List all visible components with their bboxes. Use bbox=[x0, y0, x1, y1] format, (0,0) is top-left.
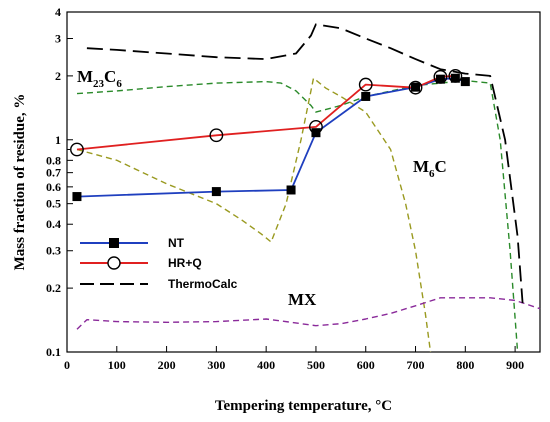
y-tick-label-0-8: 0.8 bbox=[46, 153, 61, 167]
annotation-m6c-mid: C bbox=[435, 157, 447, 176]
x-tick-label-800: 800 bbox=[456, 358, 474, 372]
y-tick-label-1: 1 bbox=[55, 133, 61, 147]
annotation-m23c6: M23C6 bbox=[77, 67, 122, 90]
annotation-m23c6-base: M bbox=[77, 67, 93, 86]
x-tick-label-600: 600 bbox=[357, 358, 375, 372]
x-tick-label-0: 0 bbox=[64, 358, 70, 372]
y-tick-label-0-4: 0.4 bbox=[46, 217, 61, 231]
x-axis-title: Tempering temperature, °C bbox=[215, 398, 392, 414]
y-tick-label-0-5: 0.5 bbox=[46, 197, 61, 211]
point-nt-0 bbox=[72, 192, 82, 202]
annotation-m6c: M6C bbox=[413, 157, 447, 180]
point-nt-2 bbox=[286, 185, 296, 195]
point-hr-q-4 bbox=[408, 80, 423, 95]
point-nt-7 bbox=[450, 73, 460, 83]
y-tick-label-4: 4 bbox=[55, 5, 61, 19]
x-axis-ticks: 0 100 200 300 400 500 600 700 800 900 bbox=[64, 346, 524, 372]
legend-label-thermocalc: ThermoCalc bbox=[168, 277, 238, 291]
point-nt-1 bbox=[211, 187, 221, 197]
x-tick-label-700: 700 bbox=[407, 358, 425, 372]
x-tick-label-500: 500 bbox=[307, 358, 325, 372]
series-line-thermocalc bbox=[86, 23, 524, 304]
series-line-nt bbox=[76, 77, 466, 198]
point-hr-q-2 bbox=[309, 119, 323, 134]
legend-marker-hrq bbox=[107, 256, 121, 270]
point-nt-4 bbox=[361, 91, 371, 101]
x-tick-label-400: 400 bbox=[257, 358, 275, 372]
annotation-m23c6-sub2: 6 bbox=[116, 78, 122, 90]
point-nt-8 bbox=[460, 77, 470, 87]
legend-label-hrq: HR+Q bbox=[168, 256, 202, 270]
annotation-m6c-base: M bbox=[413, 157, 429, 176]
x-tick-label-100: 100 bbox=[108, 358, 126, 372]
point-hr-q-5 bbox=[433, 69, 448, 84]
point-hr-q-0 bbox=[70, 142, 84, 157]
annotation-mx: MX bbox=[288, 290, 317, 309]
y-tick-label-0-1: 0.1 bbox=[46, 345, 61, 359]
point-nt-5 bbox=[411, 82, 421, 92]
point-hr-q-3 bbox=[358, 77, 373, 92]
series-line-mx bbox=[76, 297, 541, 330]
y-tick-label-0-7: 0.7 bbox=[46, 166, 61, 180]
y-axis-ticks: 0.1 0.2 0.3 0.4 0.5 0.60.70.8 1 2 3 4 bbox=[46, 5, 73, 359]
y-tick-label-0-3: 0.3 bbox=[46, 244, 61, 258]
legend-marker-nt bbox=[109, 238, 119, 248]
plot-frame bbox=[66, 11, 541, 353]
x-tick-label-900: 900 bbox=[506, 358, 524, 372]
point-hr-q-6 bbox=[448, 68, 463, 83]
y-tick-label-0-6: 0.6 bbox=[46, 180, 61, 194]
y-tick-label-3: 3 bbox=[55, 32, 61, 46]
legend-label-nt: NT bbox=[168, 236, 185, 250]
x-tick-label-300: 300 bbox=[207, 358, 225, 372]
annotation-m6c-sub: 6 bbox=[429, 168, 435, 180]
point-hr-q-1 bbox=[209, 128, 224, 143]
annotation-m23c6-sub: 23 bbox=[93, 78, 105, 90]
series-line-m23c6 bbox=[76, 79, 519, 353]
series-line-m6c bbox=[76, 77, 432, 353]
series-line-hr-q bbox=[76, 75, 456, 151]
y-tick-label-0-2: 0.2 bbox=[46, 281, 61, 295]
markers bbox=[70, 68, 470, 202]
y-axis-title: Mass fraction of residue, % bbox=[12, 94, 28, 271]
y-tick-label-2: 2 bbox=[55, 69, 61, 83]
annotation-m23c6-mid: C bbox=[104, 67, 116, 86]
legend: NT HR+Q ThermoCalc bbox=[80, 236, 238, 291]
point-nt-6 bbox=[435, 74, 445, 84]
x-tick-label-200: 200 bbox=[158, 358, 176, 372]
